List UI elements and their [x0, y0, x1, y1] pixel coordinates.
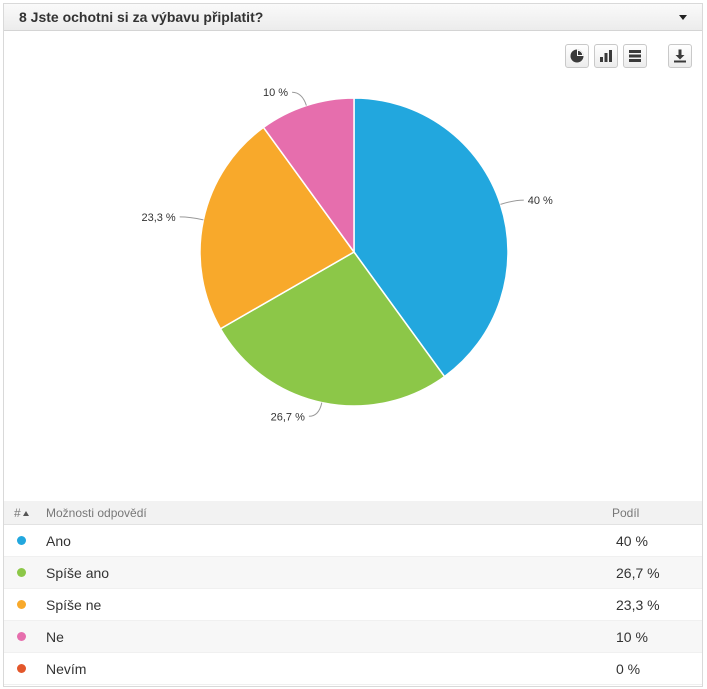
bar-chart-icon: [600, 50, 612, 62]
option-label: Ano: [46, 532, 71, 549]
pie-slice-spise-ano[interactable]: [219, 251, 446, 407]
download-button[interactable]: [668, 44, 692, 68]
color-dot-icon: [17, 536, 26, 545]
question-header[interactable]: 8 Jste ochotni si za výbavu připlatit?: [4, 4, 702, 31]
table-row: Ne 10 %: [4, 621, 702, 653]
table-view-button[interactable]: [623, 44, 647, 68]
slice-label-connector: [308, 402, 323, 417]
slice-data-label: 10 %: [263, 87, 288, 99]
answers-table: # Možnosti odpovědí Podíl Ano 40 % Spíše…: [4, 501, 702, 685]
collapse-caret-icon[interactable]: [679, 15, 687, 20]
options-column-header[interactable]: Možnosti odpovědí: [46, 505, 147, 520]
slice-data-label: 23,3 %: [141, 212, 175, 224]
option-share: 26,7 %: [616, 564, 660, 581]
table-row: Spíše ano 26,7 %: [4, 557, 702, 589]
question-title: 8 Jste ochotni si za výbavu připlatit?: [19, 9, 264, 25]
pie-chart: 40 % 26,7 % 23,3 % 10 %: [141, 87, 553, 423]
sort-asc-icon: [22, 510, 29, 516]
pie-chart-icon: [570, 49, 584, 63]
index-column-header[interactable]: #: [4, 506, 44, 520]
table-icon: [629, 50, 641, 62]
option-share: 40 %: [616, 532, 648, 549]
table-row: Spíše ne 23,3 %: [4, 589, 702, 621]
color-dot-icon: [17, 632, 26, 641]
option-label: Spíše ne: [46, 596, 102, 613]
slice-label-connector: [292, 91, 307, 106]
chart-type-toolbar: [565, 44, 647, 68]
slice-data-label: 40 %: [528, 195, 553, 207]
download-icon: [674, 49, 686, 63]
option-share: 10 %: [616, 628, 648, 645]
export-toolbar: [668, 44, 692, 68]
bar-chart-button[interactable]: [594, 44, 618, 68]
table-row: Nevím 0 %: [4, 653, 702, 685]
option-label: Ne: [46, 628, 64, 645]
pie-chart-button[interactable]: [565, 44, 589, 68]
option-share: 23,3 %: [616, 596, 660, 613]
option-share: 0 %: [616, 660, 641, 677]
color-dot-icon: [17, 568, 26, 577]
option-label: Spíše ano: [46, 564, 110, 581]
slice-data-label: 26,7 %: [271, 411, 305, 423]
share-column-header[interactable]: Podíl: [612, 505, 640, 520]
slice-label-connector: [500, 199, 524, 205]
color-dot-icon: [17, 664, 26, 673]
slice-label-connector: [179, 216, 204, 221]
question-panel: 8 Jste ochotni si za výbavu připlatit?: [3, 3, 703, 687]
table-header: # Možnosti odpovědí Podíl: [4, 501, 702, 525]
option-label: Nevím: [46, 660, 87, 677]
color-dot-icon: [17, 600, 26, 609]
table-row: Ano 40 %: [4, 525, 702, 557]
